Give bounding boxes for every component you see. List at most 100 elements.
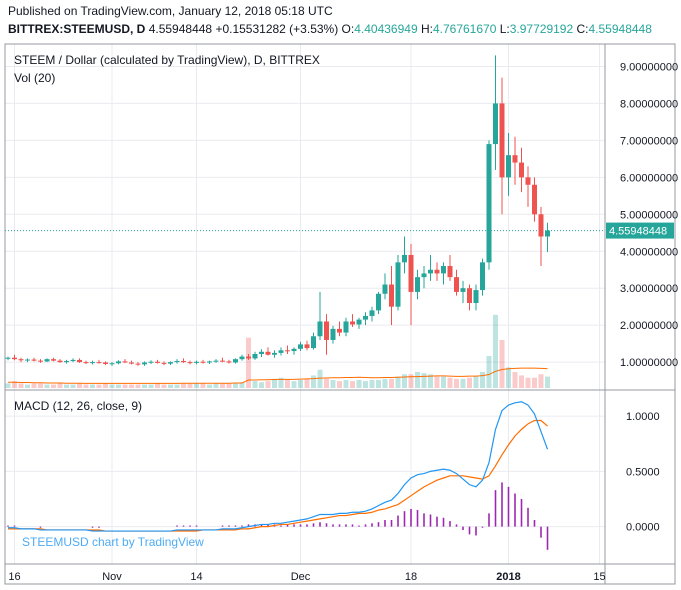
candle-body — [480, 262, 485, 291]
volume-bar — [519, 375, 524, 388]
volume-bar — [467, 377, 472, 388]
candle-body — [233, 359, 238, 363]
volume-bar — [213, 383, 219, 388]
candle-body — [148, 361, 154, 363]
volume-bar — [428, 374, 433, 388]
open-value: 4.40436949 — [354, 22, 418, 36]
candle-body — [415, 277, 420, 292]
close-value: 4.55948448 — [588, 22, 652, 36]
volume-bar — [239, 382, 245, 388]
volume-bar — [317, 369, 323, 388]
volume-bar — [12, 381, 17, 388]
last-price-value: 4.55948448 — [148, 22, 213, 36]
volume-bar — [324, 378, 329, 388]
candle-body — [103, 362, 108, 364]
candle-body — [18, 359, 24, 361]
price-tick-label: 6.00000000 — [620, 172, 678, 184]
volume-bar — [142, 384, 147, 388]
candle-body — [64, 361, 69, 363]
main-pane-title: STEEM / Dollar (calculated by TradingVie… — [14, 53, 320, 67]
volume-bar — [181, 383, 186, 388]
symbol-label[interactable]: BITTREX:STEEMUSD, D — [8, 22, 146, 36]
volume-bar — [109, 384, 115, 388]
volume-bar — [298, 380, 303, 388]
macd-tick-label: 1.0000 — [626, 411, 660, 423]
macd-pane-title: MACD (12, 26, close, 9) — [14, 399, 142, 413]
time-tick-label: 14 — [190, 571, 202, 583]
volume-bar — [168, 384, 173, 388]
volume-bar — [402, 374, 407, 388]
price-tick-label: 7.00000000 — [620, 135, 678, 147]
grid-lines — [5, 44, 605, 564]
volume-bar — [103, 383, 108, 388]
candle-body — [161, 362, 167, 364]
volume-bar — [259, 382, 264, 388]
candle-body — [311, 336, 316, 349]
candle-body — [460, 288, 466, 292]
volume-bar — [51, 384, 56, 388]
last-price-label: 4.55948448 — [609, 226, 667, 238]
candle-body — [116, 361, 121, 364]
volume-bar — [421, 373, 427, 388]
close-label: C: — [576, 22, 589, 36]
tradingview-watermark[interactable]: STEEMUSD chart by TradingView — [22, 535, 204, 549]
candle-body — [545, 230, 550, 237]
macd-axis-labels: 1.0000 0.5000 0.0000 — [626, 411, 660, 534]
volume-bar — [311, 375, 316, 388]
candle-body — [467, 288, 472, 303]
volume-bar — [330, 380, 336, 388]
candle-body — [31, 359, 37, 361]
candle-body — [129, 362, 134, 364]
candle-body — [38, 360, 43, 362]
volume-bar — [434, 376, 440, 388]
volume-bar — [285, 380, 290, 388]
volume-bar — [226, 383, 232, 388]
candle-body — [473, 290, 479, 303]
candle-body — [5, 357, 11, 359]
candle-body — [226, 361, 232, 363]
candle-body — [304, 344, 310, 349]
candle-body — [298, 344, 303, 349]
candle-body — [317, 321, 323, 337]
volume-bar — [499, 340, 505, 388]
candle-body — [506, 155, 511, 178]
candle-body — [493, 103, 498, 145]
open-label: O: — [341, 22, 355, 36]
volume-bar — [83, 384, 89, 388]
candle-body — [122, 361, 128, 363]
price-tick-label: 3.00000000 — [620, 283, 678, 295]
macd-tick-label: 0.5000 — [626, 466, 660, 478]
candle-body — [77, 359, 82, 363]
volume-bar — [220, 383, 225, 388]
main-pane-border — [4, 43, 676, 585]
volume-bar — [304, 378, 310, 388]
volume-bar — [350, 381, 355, 388]
volume-bar — [161, 384, 167, 388]
volume-bar — [382, 378, 388, 388]
candle-body — [135, 363, 141, 365]
macd-line — [8, 401, 549, 532]
volume-bar — [278, 377, 284, 388]
volume-bar — [233, 383, 238, 388]
volume-bar — [200, 383, 206, 388]
candle-body — [343, 321, 349, 333]
symbol-info-line: BITTREX:STEEMUSD, D 4.55948448 +0.155312… — [8, 22, 652, 36]
price-tick-label: 5.00000000 — [620, 209, 678, 221]
volume-bar — [70, 384, 76, 388]
volume-bar — [363, 381, 368, 388]
volume-bar — [44, 384, 50, 388]
candle-body — [428, 269, 433, 274]
volume-bar — [493, 314, 498, 388]
volume-bar — [207, 384, 212, 388]
price-tick-label: 1.00000000 — [620, 357, 678, 369]
candle-body — [369, 310, 375, 316]
volume-bar — [441, 376, 446, 388]
volume-bar — [512, 372, 518, 388]
candle-body — [168, 362, 173, 364]
candle-body — [408, 254, 414, 292]
candle-body — [44, 359, 50, 362]
candle-body — [142, 362, 147, 365]
volume-bar — [174, 384, 180, 388]
volume-bar — [5, 383, 11, 388]
